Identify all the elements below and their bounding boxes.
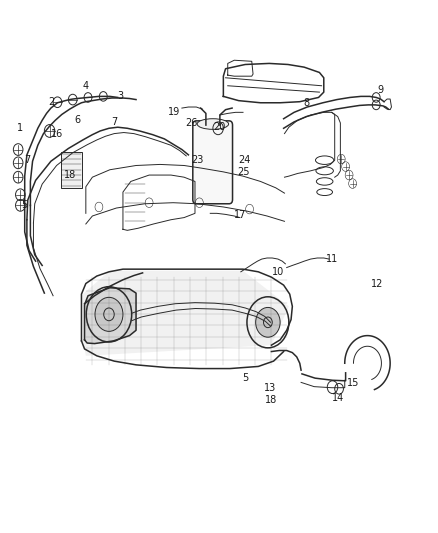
Text: 4: 4 — [83, 81, 89, 91]
Text: 3: 3 — [118, 91, 124, 101]
Polygon shape — [83, 271, 289, 356]
Ellipse shape — [315, 156, 334, 165]
FancyBboxPatch shape — [193, 121, 233, 204]
Text: 6: 6 — [74, 115, 80, 125]
Text: 7: 7 — [111, 117, 117, 127]
Polygon shape — [85, 288, 136, 344]
Text: 9: 9 — [378, 85, 384, 95]
Text: 17: 17 — [234, 211, 246, 221]
Text: 5: 5 — [242, 373, 248, 383]
Text: 26: 26 — [186, 118, 198, 128]
Text: 5: 5 — [21, 200, 28, 211]
Ellipse shape — [316, 167, 333, 175]
Ellipse shape — [197, 119, 229, 130]
Text: 11: 11 — [325, 254, 338, 263]
Text: 8: 8 — [303, 98, 309, 108]
Text: 20: 20 — [214, 122, 226, 132]
Circle shape — [95, 297, 123, 332]
Text: 25: 25 — [237, 167, 250, 177]
Text: 16: 16 — [50, 128, 63, 139]
Circle shape — [256, 308, 280, 337]
Text: 2: 2 — [48, 96, 54, 107]
Text: 14: 14 — [332, 393, 344, 403]
Text: 18: 18 — [64, 169, 76, 180]
Text: 10: 10 — [272, 267, 284, 277]
Text: 24: 24 — [238, 155, 251, 165]
Text: 15: 15 — [347, 378, 360, 389]
Text: 12: 12 — [371, 279, 383, 288]
Text: 19: 19 — [168, 107, 180, 117]
Text: 23: 23 — [191, 155, 203, 165]
Ellipse shape — [317, 189, 332, 196]
Text: 18: 18 — [265, 395, 278, 406]
Text: 1: 1 — [17, 123, 23, 133]
Text: 13: 13 — [265, 383, 277, 393]
Bar — [61, 152, 82, 188]
Text: 7: 7 — [25, 155, 31, 165]
Ellipse shape — [316, 177, 333, 185]
